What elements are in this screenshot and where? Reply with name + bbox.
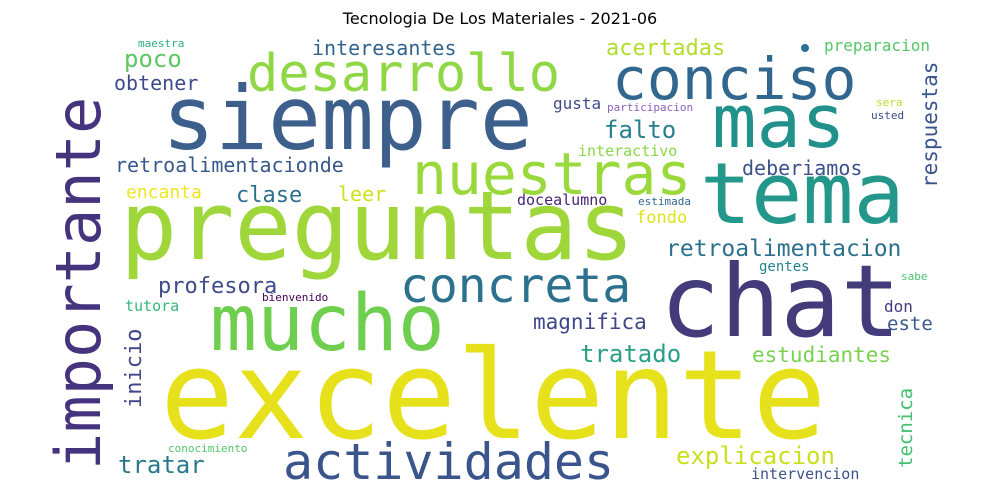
word-magnifica: magnifica — [533, 310, 647, 334]
word-gentes: gentes — [759, 259, 810, 275]
word-conocimiento: conocimiento — [168, 442, 248, 455]
word-bienvenido: bienvenido — [262, 291, 329, 304]
word-obtener: obtener — [114, 71, 199, 95]
word-mucho: mucho — [210, 279, 445, 369]
word-intervencion: intervencion — [751, 465, 860, 483]
word-preparacion: preparacion — [824, 36, 930, 55]
word-importante: importante — [42, 96, 115, 470]
word-respuestas: respuestas — [918, 61, 942, 188]
word-tutora: tutora — [125, 297, 180, 315]
word-falto: falto — [604, 116, 677, 144]
word-desarrollo: desarrollo — [247, 44, 561, 104]
word-actividades: actividades — [283, 433, 615, 491]
word-deberiamos: deberiamos — [742, 156, 863, 180]
word-estudiantes: estudiantes — [752, 343, 892, 367]
word-docealumno: docealumno — [517, 191, 608, 209]
word-sabe: sabe — [901, 270, 928, 283]
word-mas: mas — [712, 79, 846, 165]
chart-title: Tecnologia De Los Materiales - 2021-06 — [342, 9, 658, 28]
word-retroalimentacionde: retroalimentacionde — [115, 153, 344, 177]
word-concreta: concreta — [400, 258, 632, 314]
dot — [801, 44, 809, 52]
word-estimada: estimada — [638, 195, 691, 208]
word-tratar: tratar — [118, 451, 205, 479]
word-nuestras: nuestras — [412, 140, 692, 208]
word-sera: sera — [876, 96, 903, 109]
word-acertadas: acertadas — [606, 36, 726, 61]
word-excelente: excelente — [160, 325, 827, 468]
word-tecnica: tecnica — [895, 387, 917, 468]
word-usted: usted — [871, 109, 905, 122]
word-interactivo: interactivo — [578, 142, 678, 160]
word-explicacion: explicacion — [676, 442, 835, 470]
word-chat: chat — [660, 243, 901, 360]
word-maestra: maestra — [138, 37, 185, 50]
word-don: don — [884, 297, 913, 316]
word-profesora: profesora — [158, 274, 278, 299]
word-poco: poco — [124, 45, 182, 73]
word-participacion: participacion — [607, 101, 694, 114]
word-conciso: conciso — [612, 45, 857, 113]
word-inicio: inicio — [122, 328, 147, 408]
word-retroalimentacion: retroalimentacion — [666, 236, 902, 262]
word-fondo: fondo — [636, 208, 688, 228]
word-leer: leer — [338, 182, 387, 206]
word-encanta: encanta — [126, 182, 202, 203]
word-tratado: tratado — [580, 340, 682, 368]
word-preguntas: preguntas — [120, 172, 635, 282]
word-tema: tema — [700, 145, 905, 244]
word-este: este — [887, 313, 933, 335]
word-interesantes: interesantes — [312, 36, 457, 60]
word-gusta: gusta — [553, 94, 602, 113]
word-clase: clase — [236, 183, 303, 208]
word-siempre: siempre — [162, 67, 533, 170]
